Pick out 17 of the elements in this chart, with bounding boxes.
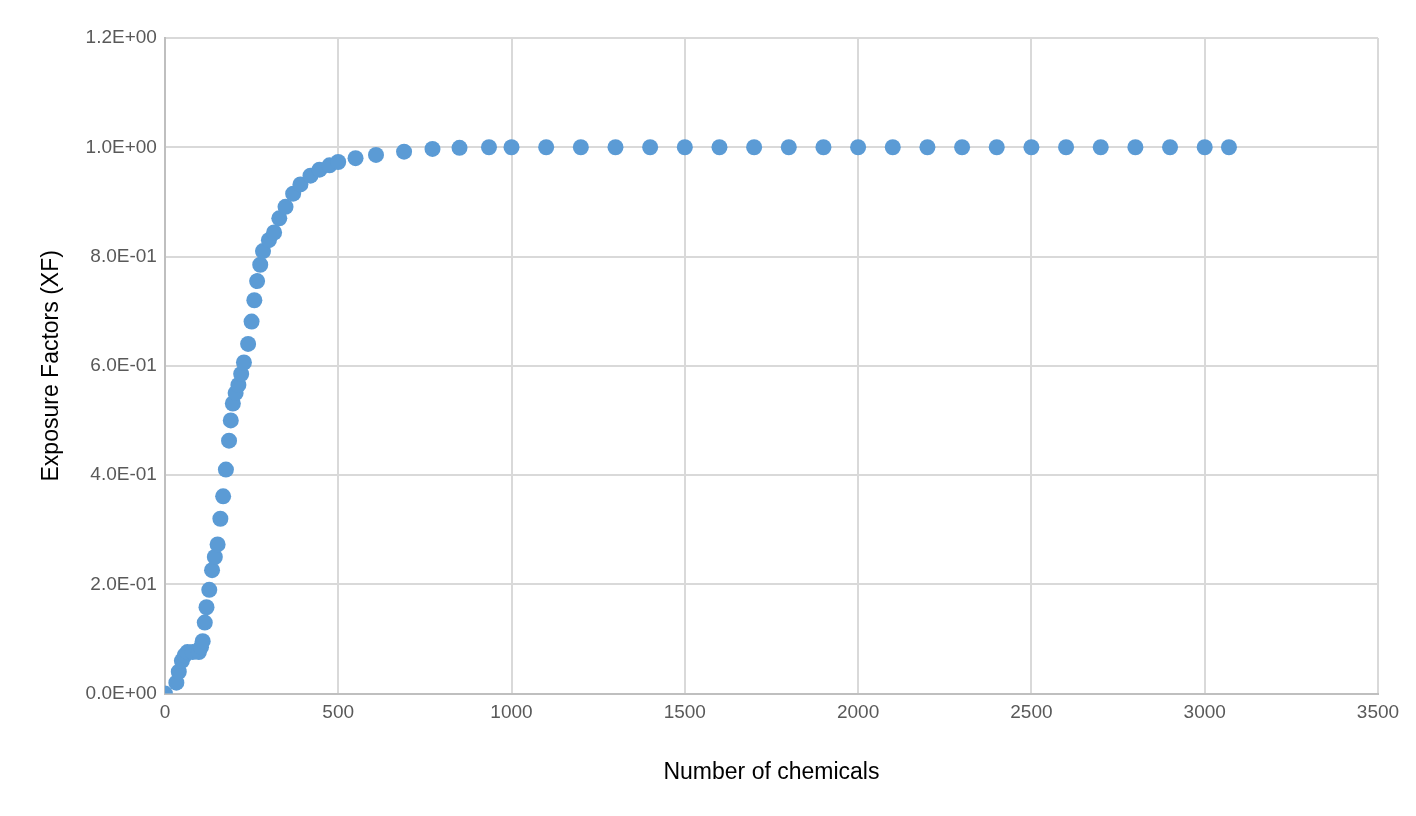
y-tick-label: 4.0E-01 — [90, 463, 157, 485]
y-tick-label: 1.0E+00 — [85, 135, 157, 157]
y-axis-title: Exposure Factors (XF) — [37, 250, 64, 482]
x-tick-label: 3000 — [1183, 701, 1226, 723]
y-tick-label: 2.0E-01 — [90, 572, 157, 594]
x-tick-label: 500 — [322, 701, 355, 723]
y-tick-label: 8.0E-01 — [90, 244, 157, 266]
y-tick-label: 1.2E+00 — [85, 26, 157, 48]
x-tick-label: 1000 — [490, 701, 533, 723]
y-tick-label: 0.0E+00 — [85, 681, 157, 703]
x-tick-label: 0 — [159, 701, 171, 723]
x-tick-label: 1500 — [663, 701, 706, 723]
x-tick-label: 2000 — [836, 701, 880, 723]
x-tick-label: 2500 — [1010, 701, 1053, 723]
x-tick-label: 3500 — [1356, 701, 1400, 723]
x-axis-title: Number of chemicals — [663, 757, 880, 784]
y-tick-label: 6.0E-01 — [90, 354, 157, 376]
